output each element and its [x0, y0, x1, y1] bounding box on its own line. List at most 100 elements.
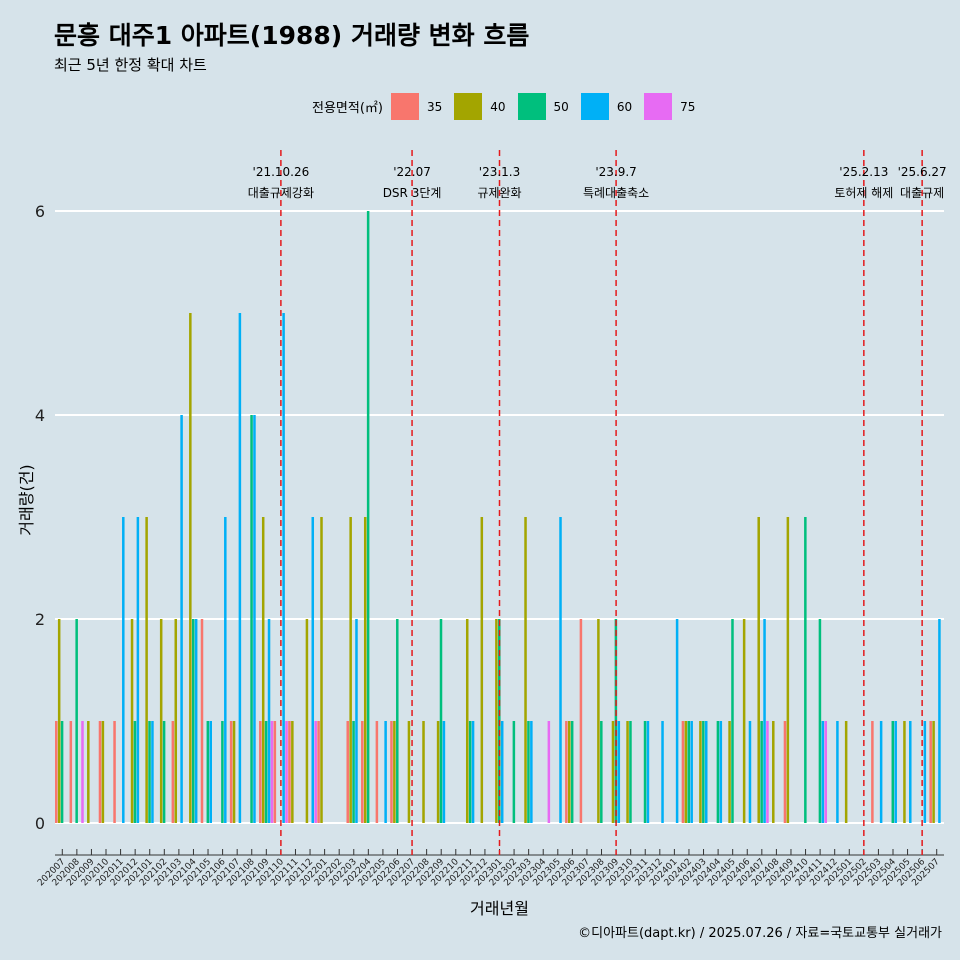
- bar-35-202111: [288, 721, 291, 823]
- bar-50-202311: [643, 721, 647, 823]
- bar-40-202212: [480, 517, 484, 823]
- bar-60-202411: [821, 721, 825, 823]
- bar-60-202311: [646, 721, 650, 823]
- bar-35-202409: [783, 721, 787, 823]
- legend-label-35: 35: [426, 99, 443, 114]
- bar-35-202205: [375, 721, 379, 823]
- bar-40-202406: [742, 619, 746, 823]
- bar-50-202303: [527, 721, 530, 823]
- bar-50-202209: [439, 619, 443, 823]
- bar-60-202109: [267, 619, 271, 823]
- bar-60-202103: [180, 415, 183, 823]
- bar-60-202303: [530, 721, 533, 823]
- bar-40-202206: [393, 721, 396, 823]
- bar-35-202109: [259, 721, 262, 823]
- bar-60-202505: [909, 721, 912, 823]
- bar-75-202304: [547, 721, 551, 823]
- bar-40-202209: [436, 721, 440, 823]
- bar-60-202112: [311, 517, 315, 823]
- bar-60-202211: [471, 721, 475, 823]
- bar-60-202309: [617, 721, 621, 823]
- bar-35-202105: [200, 619, 204, 823]
- legend-item-60: 60: [580, 93, 633, 120]
- bar-40-202505: [903, 721, 906, 823]
- bar-40-202407: [757, 517, 760, 823]
- bar-40-202308: [597, 619, 600, 823]
- bar-40-202402: [684, 721, 688, 823]
- bar-40-202112: [305, 619, 309, 823]
- event-label-202301: 규제완화: [477, 186, 521, 200]
- bar-75-202411: [824, 721, 828, 823]
- bar-35-202203: [346, 721, 349, 823]
- bar-50-202101: [148, 721, 151, 823]
- event-label-202502: 토허제 해제: [834, 186, 893, 200]
- bar-50-202504: [891, 721, 895, 823]
- legend-swatch-35: [390, 93, 419, 120]
- y-axis-title: 거래량(건): [17, 464, 36, 535]
- bar-40-202109: [261, 517, 265, 823]
- bar-60-202404: [719, 721, 723, 823]
- bar-40-202309: [611, 721, 615, 823]
- bar-50-202211: [468, 721, 472, 823]
- x-axis-title: 거래년월: [470, 899, 529, 918]
- bar-50-202306: [570, 721, 574, 823]
- bar-40-202201: [320, 517, 323, 823]
- bar-40-202104: [189, 313, 192, 823]
- bar-50-202108: [250, 415, 253, 823]
- y-tick-label: 6: [35, 202, 45, 221]
- event-date-202110: '21.10.26: [253, 165, 310, 179]
- bar-40-202107: [232, 721, 236, 823]
- bar-35-202507: [929, 721, 932, 823]
- bar-60-202402: [690, 721, 693, 823]
- bar-75-202008: [81, 721, 84, 823]
- event-label-202506: 대출규제: [900, 186, 944, 200]
- bar-75-202109: [270, 721, 274, 823]
- bar-35-202007: [55, 721, 58, 823]
- bar-40-202408: [772, 721, 775, 823]
- bar-35-202503: [871, 721, 874, 823]
- bar-40-202010: [101, 721, 105, 823]
- bar-60-202107: [238, 313, 242, 823]
- bar-50-202308: [600, 721, 603, 823]
- bar-60-202401: [675, 619, 679, 823]
- bar-60-202104: [194, 619, 198, 823]
- legend-label-40: 40: [490, 99, 506, 114]
- bar-40-202103: [174, 619, 178, 823]
- bar-50-202403: [702, 721, 705, 823]
- y-tick-label: 2: [35, 610, 45, 629]
- legend-title: 전용면적(㎡): [312, 101, 383, 116]
- bar-40-202301: [495, 619, 498, 823]
- bar-60-202110: [282, 313, 285, 823]
- legend-swatch-75: [644, 93, 673, 120]
- bar-75-202407: [766, 721, 769, 823]
- bar-35-202307: [579, 619, 583, 823]
- bar-40-202310: [626, 721, 629, 823]
- legend-swatch-60: [580, 93, 609, 120]
- legend-label-75: 75: [680, 99, 696, 114]
- bar-50-202203: [352, 721, 355, 823]
- bar-50-202310: [629, 721, 632, 823]
- bar-60-202101: [151, 721, 154, 823]
- bar-35-202402: [681, 721, 685, 823]
- bar-50-202008: [75, 619, 78, 823]
- bar-60-202105: [209, 721, 212, 823]
- bar-40-202111: [291, 721, 294, 823]
- bar-40-202211: [465, 619, 469, 823]
- legend-label-60: 60: [616, 99, 633, 114]
- bar-60-202205: [384, 721, 387, 823]
- bar-60-202305: [559, 517, 562, 823]
- bar-60-202203: [355, 619, 358, 823]
- bar-50-202204: [366, 211, 370, 823]
- bar-50-202411: [818, 619, 822, 823]
- y-tick-label: 0: [35, 814, 45, 833]
- bar-50-202102: [162, 721, 166, 823]
- legend-item-75: 75: [644, 93, 695, 120]
- bar-35-202008: [69, 721, 73, 823]
- bar-60-202504: [894, 721, 897, 823]
- bar-50-202104: [191, 619, 195, 823]
- bar-35-202011: [113, 721, 116, 823]
- bar-40-202101: [145, 517, 148, 823]
- legend: 전용면적(㎡) 35 40 50 60 75: [312, 93, 707, 120]
- bar-40-202208: [422, 721, 425, 823]
